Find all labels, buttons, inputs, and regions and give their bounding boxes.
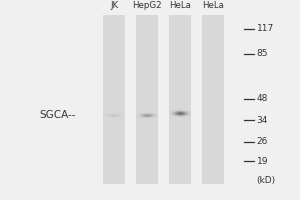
Text: (kD): (kD) (256, 176, 276, 185)
Bar (103, 15, 125, 184)
Bar (202, 15, 224, 184)
Text: 48: 48 (256, 94, 268, 103)
Text: 26: 26 (256, 137, 268, 146)
Text: HeLa: HeLa (202, 1, 224, 10)
Bar (136, 15, 158, 184)
Text: 34: 34 (256, 116, 268, 125)
Text: JK: JK (110, 1, 118, 10)
Text: HepG2: HepG2 (132, 1, 162, 10)
Text: 117: 117 (256, 24, 274, 33)
Bar (169, 15, 191, 184)
Text: SGCA--: SGCA-- (39, 110, 76, 120)
Text: 85: 85 (256, 49, 268, 58)
Text: 19: 19 (256, 157, 268, 166)
Text: HeLa: HeLa (169, 1, 191, 10)
